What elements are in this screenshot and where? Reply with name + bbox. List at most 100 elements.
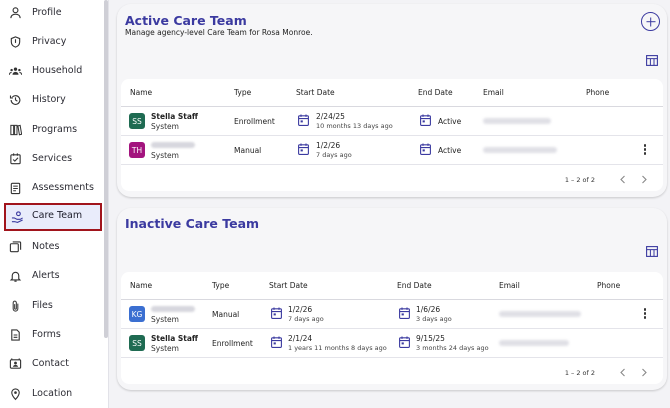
sidebar-item-location[interactable]: Location	[0, 381, 104, 408]
sidebar-item-label: Care Team	[32, 210, 83, 221]
add-care-team-member-button[interactable]	[641, 12, 660, 31]
end-date-relative: 3 months 24 days ago	[416, 344, 489, 352]
programs-icon	[9, 123, 22, 137]
sidebar-item-label: Forms	[32, 329, 61, 340]
sidebar-item-household[interactable]: Household	[0, 58, 104, 86]
column-header-phone[interactable]: Phone	[597, 281, 621, 290]
more-options-icon[interactable]	[643, 144, 647, 156]
column-header-end-date[interactable]: End Date	[418, 88, 453, 97]
member-type: Enrollment	[212, 339, 253, 348]
chevron-right-icon[interactable]	[640, 175, 648, 184]
care-team-icon	[11, 210, 24, 224]
column-header-email[interactable]: Email	[499, 281, 520, 290]
member-source: System	[151, 122, 179, 131]
history-icon	[9, 93, 22, 107]
calendar-icon	[399, 336, 410, 348]
redacted-member-name	[151, 306, 195, 312]
redacted-email	[483, 118, 551, 124]
pagination-range: 1 – 2 of 2	[564, 369, 595, 377]
sidebar-item-profile[interactable]: Profile	[0, 0, 104, 28]
end-date: 1/6/26	[416, 305, 441, 314]
redacted-email	[483, 147, 557, 153]
calendar-icon	[399, 307, 410, 319]
chevron-right-icon[interactable]	[640, 368, 648, 377]
sidebar-item-assessments[interactable]: Assessments	[0, 175, 104, 203]
sidebar-item-services[interactable]: Services	[0, 146, 104, 174]
end-date: 9/15/25	[416, 334, 445, 343]
inactive-care-team-table: Name Type Start Date End Date Email Phon…	[121, 272, 663, 384]
chevron-left-icon[interactable]	[619, 368, 627, 377]
column-header-start-date[interactable]: Start Date	[269, 281, 308, 290]
avatar: TH	[129, 142, 145, 158]
inactive-care-team-card: Inactive Care Team Name Type Start Date …	[117, 208, 667, 390]
location-icon	[9, 387, 22, 401]
table-columns-icon[interactable]	[646, 246, 658, 257]
table-columns-icon[interactable]	[646, 55, 658, 66]
sidebar-item-label: Privacy	[32, 36, 67, 47]
end-date-relative: 3 days ago	[416, 315, 452, 323]
column-header-name[interactable]: Name	[130, 88, 153, 97]
sidebar-item-files[interactable]: Files	[0, 293, 104, 321]
start-date-relative: 7 days ago	[288, 315, 324, 323]
services-icon	[9, 152, 22, 166]
member-source: System	[151, 344, 179, 353]
more-options-icon[interactable]	[643, 308, 647, 320]
column-header-type[interactable]: Type	[234, 88, 252, 97]
sidebar-item-care-team[interactable]: Care Team	[4, 203, 102, 231]
member-name: Stella Staff	[151, 334, 199, 343]
chevron-left-icon[interactable]	[619, 175, 627, 184]
sidebar-item-label: Profile	[32, 7, 62, 18]
paperclip-icon	[9, 299, 22, 313]
avatar: SS	[129, 335, 145, 351]
clipboard-icon	[9, 181, 22, 195]
column-header-phone[interactable]: Phone	[586, 88, 610, 97]
sidebar-item-label: Contact	[32, 358, 69, 369]
start-date: 2/1/24	[288, 334, 313, 343]
shield-icon	[9, 35, 22, 49]
table-row[interactable]: KG System Manual 1/2/26 7 days ago 1/6/2…	[121, 300, 663, 329]
start-date: 1/2/26	[316, 141, 341, 150]
sidebar-item-forms[interactable]: Forms	[0, 322, 104, 350]
active-care-team-table: Name Type Start Date End Date Email Phon…	[121, 79, 663, 191]
sidebar-item-label: Services	[32, 153, 73, 164]
active-care-team-card: Active Care Team Manage agency-level Car…	[117, 4, 667, 197]
calendar-icon	[271, 307, 282, 319]
member-type: Manual	[234, 146, 262, 155]
sidebar-item-contact[interactable]: Contact	[0, 351, 104, 379]
active-care-team-subtitle: Manage agency-level Care Team for Rosa M…	[125, 28, 313, 37]
member-source: System	[151, 151, 179, 160]
sidebar-scrollbar[interactable]	[104, 0, 108, 338]
member-name: Stella Staff	[151, 112, 199, 121]
member-type: Enrollment	[234, 117, 275, 126]
header-divider	[121, 299, 663, 300]
sidebar-item-privacy[interactable]: Privacy	[0, 29, 104, 57]
column-header-email[interactable]: Email	[483, 88, 504, 97]
start-date: 2/24/25	[316, 112, 345, 121]
sidebar-item-notes[interactable]: Notes	[0, 234, 104, 262]
column-header-end-date[interactable]: End Date	[397, 281, 432, 290]
start-date-relative: 10 months 13 days ago	[316, 122, 393, 130]
active-care-team-title: Active Care Team	[125, 13, 247, 28]
sidebar-item-label: Programs	[32, 124, 78, 135]
column-header-start-date[interactable]: Start Date	[296, 88, 335, 97]
bell-icon	[9, 269, 22, 283]
calendar-icon	[298, 143, 309, 155]
start-date: 1/2/26	[288, 305, 313, 314]
sidebar-item-label: Assessments	[32, 182, 94, 193]
sidebar: Profile Privacy Household History Progra…	[0, 0, 109, 408]
sidebar-item-label: Notes	[32, 241, 60, 252]
sidebar-item-label: Household	[32, 65, 83, 76]
sidebar-item-programs[interactable]: Programs	[0, 117, 104, 145]
member-type: Manual	[212, 310, 240, 319]
notes-icon	[9, 240, 22, 254]
sidebar-item-alerts[interactable]: Alerts	[0, 263, 104, 291]
table-row[interactable]: SS Stella Staff System Enrollment 2/1/24…	[121, 329, 663, 358]
calendar-icon	[298, 114, 309, 126]
column-header-name[interactable]: Name	[130, 281, 153, 290]
sidebar-item-label: Files	[32, 300, 53, 311]
sidebar-item-history[interactable]: History	[0, 87, 104, 115]
table-row[interactable]: SS Stella Staff System Enrollment 2/24/2…	[121, 107, 663, 136]
inactive-care-team-title: Inactive Care Team	[125, 216, 260, 231]
table-row[interactable]: TH System Manual 1/2/26 7 days ago Activ…	[121, 136, 663, 165]
column-header-type[interactable]: Type	[212, 281, 230, 290]
